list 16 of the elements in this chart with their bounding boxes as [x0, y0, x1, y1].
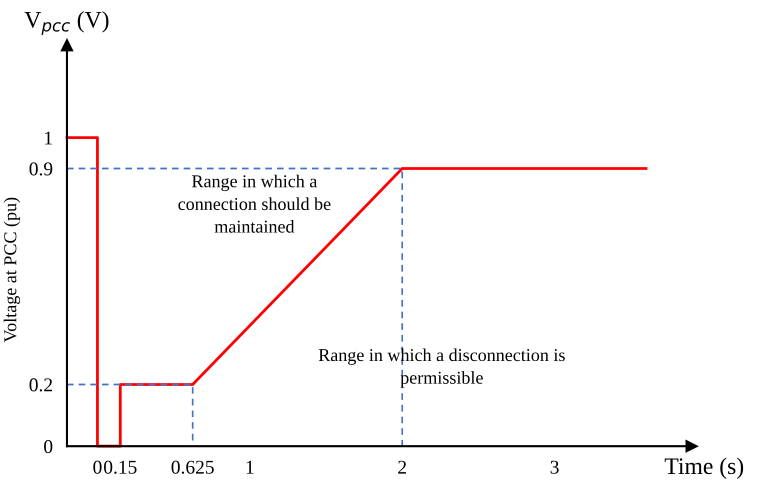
- annotation: Range in which a disconnection is permissible: [318, 348, 565, 388]
- x-tick-label: 1: [246, 460, 254, 474]
- x-tick-label: 0.15: [104, 460, 137, 474]
- line-series: [66, 136, 648, 448]
- x-tick-label: 3: [550, 460, 559, 474]
- x-tick-label: 0: [93, 460, 102, 474]
- x-tick-label: 2: [398, 460, 406, 474]
- y-tick-label: 0: [44, 440, 52, 454]
- y-tick-label: 1: [45, 132, 52, 144]
- y-axis-title: Voltage at PCC (pu): [4, 198, 20, 342]
- y-tick-label: 0.2: [30, 378, 52, 392]
- y-tick-label: 0.9: [30, 162, 52, 176]
- chart-title: V$_{pcc}$ (V): [24, 11, 108, 35]
- annotation: Range in which a connection should be maintained: [178, 174, 330, 233]
- x-tick-label: 0.625: [172, 460, 214, 474]
- x-axis-title: Time (s): [664, 458, 744, 479]
